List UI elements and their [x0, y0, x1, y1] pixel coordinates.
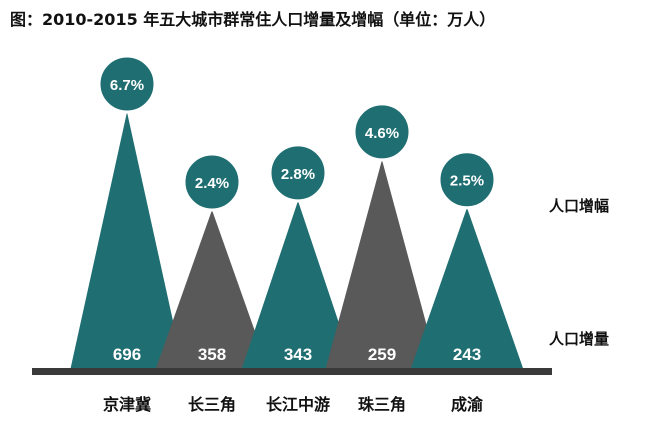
legend-increase-label: 人口增量 — [549, 330, 610, 348]
category-label: 长三角 — [188, 395, 236, 414]
increase-value-label: 696 — [113, 345, 141, 364]
growth-circle — [437, 150, 497, 210]
value-labels-layer: 696 358 343 259 243 — [113, 345, 481, 364]
category-label: 京津冀 — [103, 395, 151, 414]
triangle-4 — [325, 159, 439, 371]
growth-circle — [268, 143, 328, 203]
growth-circle — [97, 54, 157, 114]
category-label: 长江中游 — [266, 395, 330, 414]
chart-title: 图：2010-2015 年五大城市群常住人口增量及增幅（单位：万人） — [10, 10, 496, 29]
increase-value-label: 358 — [198, 345, 226, 364]
growth-value-label: 2.5% — [450, 173, 484, 190]
growth-value-label: 2.4% — [195, 175, 229, 192]
growth-circle — [352, 102, 412, 162]
triangle-5 — [410, 207, 524, 371]
category-label: 珠三角 — [358, 395, 406, 414]
increase-value-label: 243 — [453, 345, 481, 364]
increase-value-label: 259 — [368, 345, 396, 364]
category-labels-layer: 京津冀 长三角 长江中游 珠三角 成渝 — [103, 395, 484, 414]
legend-growth-label: 人口增幅 — [549, 197, 610, 215]
growth-value-label: 4.6% — [365, 125, 399, 142]
triangle-2 — [155, 210, 269, 371]
circles-layer: 6.7% 2.4% 2.8% 4.6% 2.5% — [97, 54, 497, 212]
growth-value-label: 2.8% — [281, 166, 315, 183]
category-label: 成渝 — [451, 395, 484, 414]
growth-circle — [182, 152, 242, 212]
triangle-1 — [70, 112, 184, 371]
baseline — [32, 368, 552, 375]
increase-value-label: 343 — [284, 345, 312, 364]
growth-value-label: 6.7% — [110, 77, 144, 94]
triangles-layer — [70, 112, 524, 371]
triangle-3 — [241, 200, 355, 371]
